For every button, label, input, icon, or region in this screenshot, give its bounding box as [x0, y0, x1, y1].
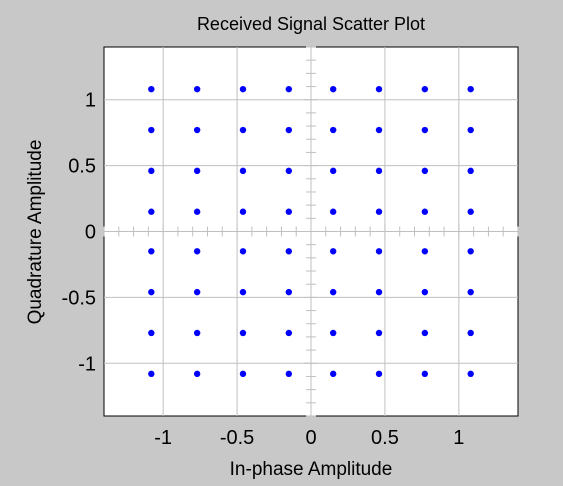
scatter-point — [467, 248, 474, 255]
scatter-point — [193, 85, 201, 93]
scatter-point — [467, 85, 474, 93]
scatter-point — [239, 208, 247, 215]
scatter-point — [421, 208, 429, 215]
scatter-point — [329, 208, 337, 215]
scatter-point — [193, 288, 201, 296]
scatter-point — [329, 288, 337, 296]
scatter-point — [421, 85, 429, 93]
scatter-point — [239, 329, 247, 337]
scatter-point — [193, 329, 201, 337]
scatter-point — [375, 208, 383, 215]
scatter-point — [421, 370, 429, 378]
x-tick-label: 0.5 — [371, 427, 399, 449]
scatter-point — [193, 248, 201, 255]
y-tick-label: -1 — [78, 353, 96, 375]
scatter-point — [467, 329, 474, 337]
scatter-point — [467, 370, 474, 378]
scatter-point — [148, 370, 155, 378]
scatter-point — [375, 126, 383, 134]
x-tick-label: 1 — [453, 427, 464, 449]
scatter-point — [239, 370, 247, 378]
scatter-point — [239, 288, 247, 296]
scatter-point — [285, 370, 293, 378]
x-axis-label: In-phase Amplitude — [230, 459, 393, 480]
scatter-point — [148, 288, 155, 296]
scatter-point — [148, 329, 155, 337]
data-points — [148, 85, 474, 378]
y-tick-label: -0.5 — [62, 287, 96, 309]
scatter-point — [193, 126, 201, 134]
scatter-point — [375, 329, 383, 337]
y-tick-label: 0.5 — [68, 156, 96, 178]
y-tick-label: 0 — [85, 222, 96, 244]
scatter-point — [467, 126, 474, 134]
scatter-point — [285, 208, 293, 215]
scatter-point — [467, 208, 474, 215]
scatter-point — [285, 288, 293, 296]
scatter-point — [193, 370, 201, 378]
scatter-point — [148, 208, 155, 215]
scatter-point — [421, 248, 429, 255]
x-tick-label: 0 — [305, 427, 316, 449]
scatter-point — [467, 288, 474, 296]
y-tick-label: 1 — [85, 90, 96, 112]
scatter-point — [239, 248, 247, 255]
scatter-point — [421, 126, 429, 134]
scatter-point — [239, 126, 247, 134]
scatter-point — [148, 85, 155, 93]
scatter-point — [285, 126, 293, 134]
scatter-point — [375, 167, 383, 175]
zero-axes — [103, 46, 519, 417]
chart-title: Received Signal Scatter Plot — [197, 14, 425, 34]
scatter-point — [375, 85, 383, 93]
scatter-point — [375, 288, 383, 296]
scatter-point — [421, 167, 429, 175]
scatter-point — [375, 370, 383, 378]
scatter-point — [329, 248, 337, 255]
scatter-point — [329, 126, 337, 134]
scatter-point — [329, 329, 337, 337]
scatter-point — [193, 208, 201, 215]
scatter-point — [148, 248, 155, 255]
scatter-point — [285, 329, 293, 337]
scatter-point — [239, 167, 247, 175]
scatter-point — [239, 85, 247, 93]
scatter-point — [193, 167, 201, 175]
tick-labels: -1 -0.5 0 0.5 1 -1 -0.5 0 0.5 1 — [62, 90, 465, 449]
scatter-point — [375, 248, 383, 255]
scatter-point — [148, 126, 155, 134]
scatter-point — [285, 85, 293, 93]
scatter-point — [285, 167, 293, 175]
scatter-point — [421, 329, 429, 337]
scatter-point — [329, 370, 337, 378]
scatter-point — [329, 85, 337, 93]
scatter-point — [148, 167, 155, 175]
x-tick-label: -1 — [154, 427, 172, 449]
scatter-point — [467, 167, 474, 175]
scatter-point — [421, 288, 429, 296]
x-tick-label: -0.5 — [220, 427, 254, 449]
y-axis-label: Quadrature Amplitude — [25, 140, 46, 325]
scatter-point — [285, 248, 293, 255]
scatter-point — [329, 167, 337, 175]
